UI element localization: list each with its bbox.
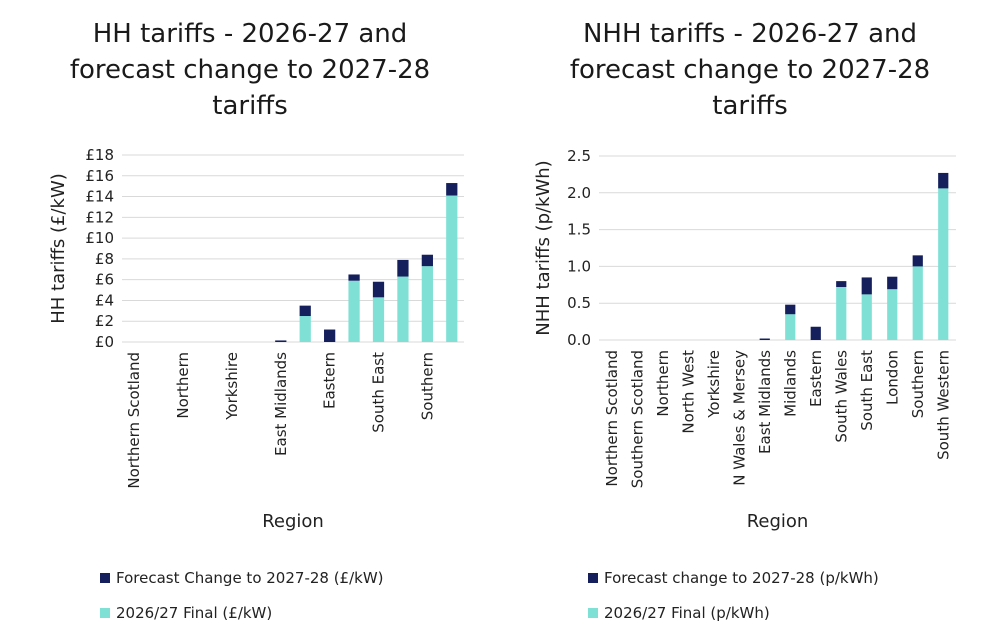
hh-xtick-label: Northern [174, 352, 192, 419]
hh-ytick-label: £6 [95, 271, 114, 289]
hh-chart-panel: HH tariffs - 2026-27 and forecast change… [0, 16, 500, 622]
hh-bar-final [397, 276, 409, 342]
nhh-bar-change [861, 277, 872, 295]
hh-bar-change [299, 305, 311, 317]
nhh-bar-change [887, 276, 898, 290]
hh-bar-final [421, 266, 433, 342]
hh-xtick-label: Eastern [321, 352, 339, 409]
nhh-title-line-2: forecast change to 2027-28 [569, 55, 931, 85]
nhh-ytick-label: 0.5 [567, 294, 591, 312]
nhh-bar-change [810, 326, 821, 340]
hh-ytick-label: £8 [95, 250, 114, 268]
nhh-bar-final [836, 287, 847, 340]
nhh-legend-change-swatch [588, 572, 598, 583]
hh-bar-change [324, 329, 336, 342]
hh-legend-final-label: 2026/27 Final (£/kW) [116, 604, 273, 622]
nhh-bar-final [938, 188, 949, 340]
hh-ytick-label: £14 [85, 188, 114, 206]
nhh-chart-panel: NHH tariffs - 2026-27 and forecast chang… [500, 0, 1000, 644]
hh-bar-change [275, 340, 287, 342]
nhh-bar-final [785, 314, 796, 340]
hh-bar-change [397, 259, 409, 277]
nhh-legend-final-swatch [588, 607, 598, 618]
nhh-chart-title: NHH tariffs - 2026-27 and forecast chang… [500, 16, 1000, 124]
nhh-title-line-3: tariffs [712, 91, 788, 121]
nhh-ytick-label: 0.0 [567, 331, 591, 349]
nhh-xtick-label: Midlands [781, 350, 799, 417]
hh-legend-final: 2026/27 Final (£/kW) [100, 604, 272, 622]
hh-legend-final-swatch [100, 607, 110, 618]
nhh-xtick-label: Southern Scotland [628, 350, 646, 488]
nhh-ytick-label: 2.0 [567, 184, 591, 202]
hh-ytick-label: £12 [85, 208, 114, 226]
hh-xtick-label: South East [370, 352, 388, 433]
hh-xtick-label: Yorkshire [223, 352, 241, 421]
hh-bar-change [421, 254, 433, 267]
hh-bar-final [372, 297, 385, 342]
hh-legend-change-swatch [100, 572, 110, 583]
nhh-title-line-1: NHH tariffs - 2026-27 and [582, 19, 918, 49]
nhh-xtick-label: London [883, 350, 901, 405]
nhh-legend-final-label: 2026/27 Final (p/kWh) [604, 604, 770, 622]
hh-xtick-label: East Midlands [272, 352, 290, 456]
nhh-xtick-label: Northern Scotland [603, 350, 621, 487]
hh-ytick-label: £2 [95, 312, 114, 330]
nhh-xtick-label: South Western [934, 350, 952, 460]
nhh-xtick-label: Eastern [807, 350, 825, 407]
nhh-xtick-label: N Wales & Mersey [730, 350, 748, 486]
hh-x-axis-title: Region [262, 511, 324, 532]
hh-chart-plot: £0 £2 £4 £6 £8 £10 £12 £14 £16 £18 Northern Scotla… [48, 146, 464, 532]
hh-chart-title: HH tariffs - 2026-27 and forecast change… [0, 16, 500, 124]
nhh-bar-change [759, 338, 770, 340]
hh-ytick-label: £4 [95, 291, 114, 309]
hh-bar-final [446, 195, 458, 342]
hh-bar-change [372, 281, 385, 298]
nhh-legend-change-label: Forecast change to 2027-28 (p/kWh) [604, 569, 879, 587]
hh-legend-change: Forecast Change to 2027-28 (£/kW) [100, 569, 384, 587]
hh-bar-final [299, 316, 311, 342]
nhh-xtick-label: Northern [654, 350, 672, 417]
hh-ytick-label: £10 [85, 229, 114, 247]
hh-xtick-label: Southern [418, 352, 436, 420]
nhh-legend-final: 2026/27 Final (p/kWh) [588, 604, 770, 622]
nhh-xtick-label: East Midlands [756, 350, 774, 454]
nhh-ytick-label: 2.5 [567, 147, 591, 165]
hh-title-line-3: tariffs [212, 91, 288, 121]
hh-title-line-2: forecast change to 2027-28 [69, 55, 431, 85]
hh-bar-final [348, 280, 360, 342]
hh-bar-change [348, 274, 360, 281]
nhh-xtick-label: South East [858, 350, 876, 431]
nhh-bar-change [912, 255, 923, 267]
hh-bar-change [446, 183, 458, 196]
hh-ytick-label: £0 [95, 333, 114, 351]
nhh-bar-final [861, 294, 872, 340]
nhh-x-axis-title: Region [747, 511, 809, 532]
nhh-chart-plot: 0.0 0.5 1.0 1.5 2.0 2.5 Northern Scotland South… [533, 147, 956, 532]
hh-ytick-label: £18 [85, 146, 114, 164]
hh-title-line-1: HH tariffs - 2026-27 and [92, 19, 408, 49]
hh-xtick-label: Northern Scotland [125, 352, 143, 489]
nhh-xtick-label: South Wales [832, 350, 850, 443]
nhh-xtick-label: North West [679, 350, 697, 434]
hh-y-axis-title: HH tariffs (£/kW) [48, 173, 69, 324]
nhh-bar-change [785, 304, 796, 315]
nhh-xtick-label: Southern [909, 350, 927, 418]
nhh-y-axis-title: NHH tariffs (p/kWh) [533, 160, 554, 335]
nhh-legend-change: Forecast change to 2027-28 (p/kWh) [588, 569, 879, 587]
nhh-ytick-label: 1.0 [567, 257, 591, 275]
nhh-xtick-label: Yorkshire [705, 350, 723, 419]
nhh-ytick-label: 1.5 [567, 221, 591, 239]
hh-ytick-label: £16 [85, 167, 114, 185]
nhh-bar-change [938, 172, 949, 189]
nhh-bar-final [887, 289, 898, 340]
nhh-bar-final [912, 266, 923, 340]
nhh-bar-change [836, 281, 847, 288]
hh-legend-change-label: Forecast Change to 2027-28 (£/kW) [116, 569, 384, 587]
